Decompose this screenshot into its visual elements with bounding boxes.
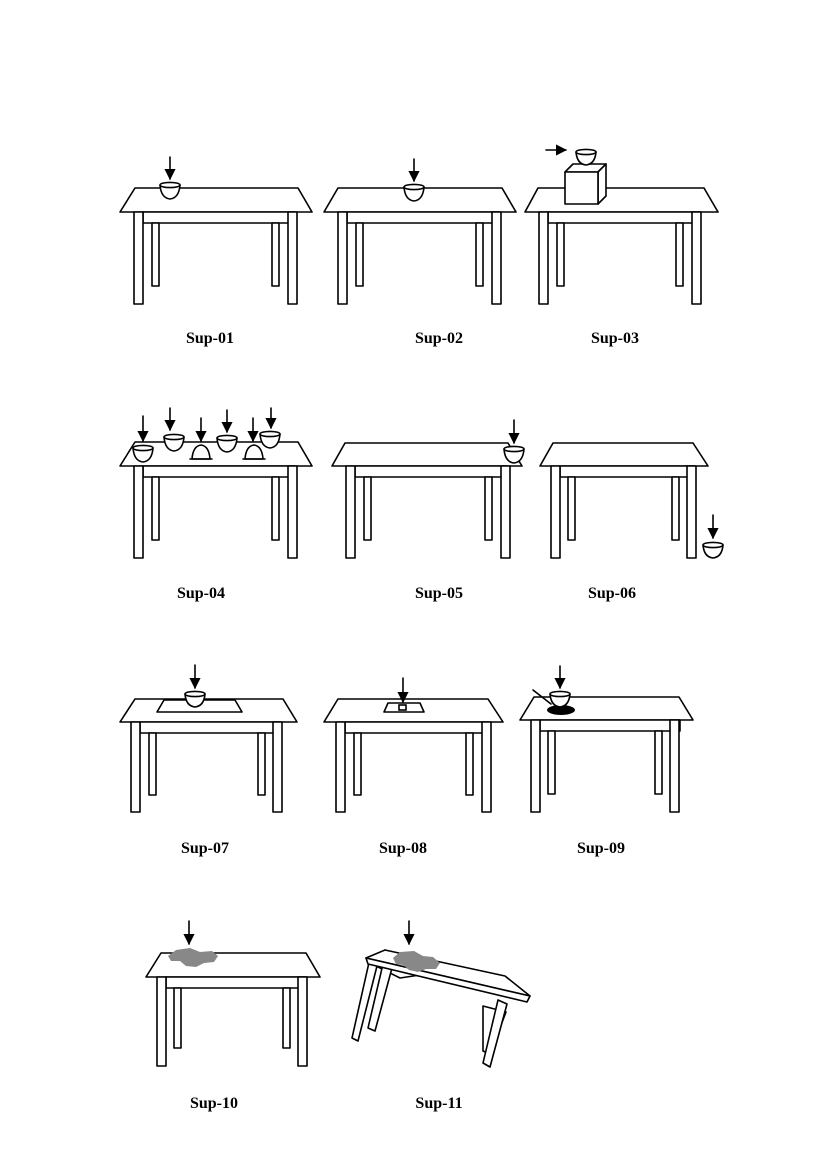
table-icon xyxy=(519,696,694,813)
bowl-icon xyxy=(575,148,597,166)
bowl-icon xyxy=(189,444,213,460)
spoon-handle xyxy=(532,689,552,705)
table-icon xyxy=(351,949,531,1068)
bowl-icon xyxy=(159,181,181,200)
panel-sup-01: Sup-01 xyxy=(119,156,313,347)
panel-caption: Sup-01 xyxy=(186,330,234,347)
bowl-icon xyxy=(259,430,281,449)
table-icon xyxy=(524,187,719,305)
panel-sup-06: Sup-06 xyxy=(539,442,724,602)
grey-stain xyxy=(393,951,440,972)
bowl-icon xyxy=(549,690,571,708)
panel-caption: Sup-10 xyxy=(190,1095,238,1112)
panel-caption: Sup-02 xyxy=(415,330,463,347)
panel-caption: Sup-11 xyxy=(415,1095,462,1112)
panel-caption: Sup-06 xyxy=(588,585,636,602)
panel-sup-09: Sup-09 xyxy=(519,665,694,857)
panel-caption: Sup-07 xyxy=(181,840,229,857)
bowl-icon xyxy=(216,434,238,453)
panel-caption: Sup-08 xyxy=(379,840,427,857)
bowl-icon xyxy=(184,690,206,708)
table-icon xyxy=(323,698,504,813)
panel-sup-04: Sup-04 xyxy=(119,407,313,602)
panel-sup-02: Sup-02 xyxy=(323,158,517,347)
panel-caption: Sup-09 xyxy=(577,840,625,857)
table-icon xyxy=(331,442,523,559)
box-icon xyxy=(564,163,607,205)
bowl-icon xyxy=(242,444,266,460)
table-icon xyxy=(119,187,313,305)
panel-sup-03: Sup-03 xyxy=(524,144,719,347)
panel-sup-10: Sup-10 xyxy=(145,920,321,1112)
panel-caption: Sup-03 xyxy=(591,330,639,347)
table-icon xyxy=(323,187,517,305)
panel-sup-05: Sup-05 xyxy=(331,419,525,602)
bowl-icon xyxy=(702,541,724,559)
panel-sup-07: Sup-07 xyxy=(119,664,298,857)
dark-puddle xyxy=(547,705,575,715)
bowl-icon xyxy=(403,183,425,202)
panel-sup-08: Sup-08 xyxy=(323,677,504,857)
table-icon xyxy=(119,698,298,813)
bowl-icon xyxy=(503,445,525,464)
table-icon xyxy=(539,442,709,559)
small-mat-center xyxy=(398,704,407,711)
table-icon xyxy=(145,952,321,1067)
bowl-icon xyxy=(132,444,154,463)
panel-sup-11: Sup-11 xyxy=(351,920,531,1112)
panel-caption: Sup-04 xyxy=(177,585,225,602)
bowl-icon xyxy=(163,433,185,452)
panel-caption: Sup-05 xyxy=(415,585,463,602)
grey-stain xyxy=(168,948,218,967)
